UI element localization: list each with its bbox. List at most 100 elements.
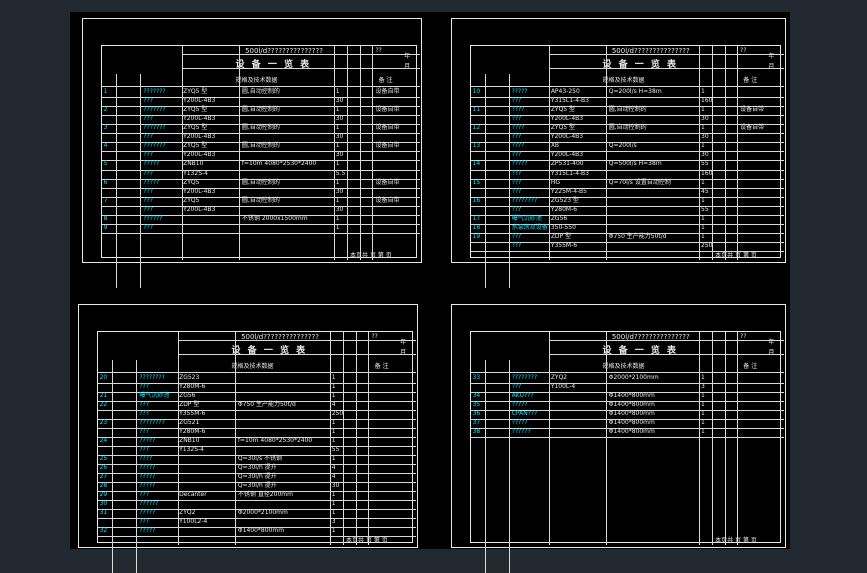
model-number: Y200L-4B3 (550, 151, 584, 159)
spec-text: 圆,自动控制的 (241, 106, 280, 114)
table-frame: 500l/d??????????????? 设 备 一 览 表?? 年月规格及技术数… (101, 45, 420, 288)
column-divider (372, 46, 374, 260)
model-number: Y225M-4-B5 (550, 187, 587, 195)
model-number: Decanter (179, 491, 207, 498)
spec-text: Φ1400*800mm (608, 410, 655, 417)
quantity: 1 (331, 500, 336, 507)
equipment-name: ???????? (511, 196, 538, 204)
model-number: Y100L2-4 (179, 518, 208, 525)
row-line (102, 223, 420, 225)
row-number: 10 (472, 88, 481, 95)
column-divider (737, 332, 739, 545)
row-line (102, 97, 420, 99)
row-line (98, 455, 416, 456)
equipment-name: ??? (143, 115, 153, 123)
page-footer: 本页共 页 第 页 (715, 252, 757, 259)
equipment-name: ??? (511, 151, 522, 159)
model-number: AP43-250 (550, 88, 580, 95)
row-number: 9 (103, 223, 108, 231)
equipment-name: ??? (511, 205, 522, 213)
quantity: 1 (331, 509, 336, 516)
equipment-name: ??? (511, 97, 522, 105)
quantity: 1 (335, 124, 340, 132)
model-number: Y200L-4B3 (550, 133, 584, 141)
row-number: 29 (99, 491, 108, 498)
equipment-name: ??? (511, 241, 522, 249)
drawing-sheet[interactable]: 500l/d??????????????? 设 备 一 览 表?? 年月规格及技术数… (451, 18, 786, 288)
quantity: 1 (701, 428, 705, 435)
column-divider (724, 332, 726, 545)
model-number: Y280M-6 (179, 428, 206, 435)
quantity: 1 (701, 401, 705, 408)
year-label: 年 (400, 339, 407, 346)
sheet-title: 500l/d??????????????? (611, 333, 690, 341)
row-number: 26 (99, 464, 108, 471)
row-number: 36 (472, 410, 481, 417)
drawing-sheet[interactable]: 500l/d??????????????? 设 备 一 览 表?? 年月规格及技术数… (82, 18, 422, 288)
table-heading: 设 备 一 览 表 (231, 346, 308, 356)
table-heading: 设 备 一 览 表 (602, 60, 678, 70)
spec-text: Φ1400*800mm (608, 401, 655, 408)
row-number: 7 (103, 196, 108, 204)
quantity: 4 (331, 401, 336, 408)
model-number: Y132S-4 (179, 446, 204, 453)
equipment-name: ??? (139, 383, 149, 390)
model-number: Y200L-4B3 (183, 97, 216, 105)
quantity: 1 (331, 374, 336, 381)
quantity: 1 (701, 142, 705, 150)
row-number: 5 (103, 160, 108, 168)
row-number: 27 (99, 473, 108, 480)
page-footer: 本页共 页 第 页 (350, 252, 392, 259)
equipment-name: ??????? (143, 106, 166, 114)
row-number: 3 (103, 124, 108, 132)
year-label: 年 (768, 339, 775, 346)
remark-column-header: 备 注 (743, 363, 758, 370)
month-label: 月 (400, 349, 407, 356)
spec-text: Φ2000*2100mm (608, 374, 659, 381)
equipment-name: ??? (143, 223, 153, 231)
equipment-name: ??? (511, 187, 522, 195)
drawing-sheet[interactable]: 500l/d??????????????? 设 备 一 览 表?? 年月规格及技术数… (78, 304, 418, 573)
equipment-name: ?????? (143, 214, 163, 222)
equipment-name: ????? (143, 178, 160, 186)
quantity: 1 (335, 88, 340, 95)
row-line (471, 223, 784, 225)
row-number: 32 (99, 527, 108, 534)
sheet-code: ?? (371, 333, 378, 340)
model-number: ZYQ5 型 (183, 106, 208, 114)
remark-text: 设备自带 (740, 106, 765, 114)
spec-text: Q=30l/h 提升 (237, 464, 277, 471)
equipment-name: ???? (511, 124, 525, 132)
column-divider (359, 46, 361, 260)
spec-text: 圆,自动控制的 (608, 124, 647, 132)
quantity: 30 (335, 187, 344, 195)
drawing-sheet[interactable]: 500l/d??????????????? 设 备 一 览 表?? 年月规格及技术数… (451, 304, 786, 573)
spec-text: Q=30l/h 提升 (237, 473, 277, 480)
cad-canvas[interactable]: 500l/d??????????????? 设 备 一 览 表?? 年月规格及技术数… (70, 12, 790, 573)
equipment-name: ????? (511, 419, 528, 426)
quantity: 55 (331, 446, 340, 453)
spec-text: Q=500l/s H=38m (608, 160, 662, 168)
remark-text: 设备自带 (375, 124, 400, 132)
quantity: 1 (331, 392, 336, 399)
quantity: 1 (701, 223, 705, 231)
equipment-name: AKU??? (511, 392, 534, 399)
quantity: 1 (331, 527, 336, 534)
row-line (98, 482, 416, 483)
table-frame: 500l/d??????????????? 设 备 一 览 表?? 年月规格及技术数… (470, 331, 784, 573)
month-label: 月 (768, 349, 775, 356)
equipment-name: ????? (139, 464, 156, 471)
model-number: Y200L-4B3 (183, 133, 216, 141)
row-number: 6 (103, 178, 108, 186)
row-line (471, 419, 784, 420)
row-line (471, 169, 784, 171)
model-number: Y132S-4 (183, 169, 208, 177)
row-number: 34 (472, 392, 481, 399)
column-divider (136, 360, 138, 573)
equipment-name: ??? (139, 446, 149, 453)
row-number: 33 (472, 374, 481, 381)
quantity: 5.5 (335, 169, 346, 177)
model-number: Y280M-6 (179, 383, 206, 390)
equipment-name: 曝气沉砂池 (139, 392, 170, 399)
row-number: 37 (472, 419, 481, 426)
